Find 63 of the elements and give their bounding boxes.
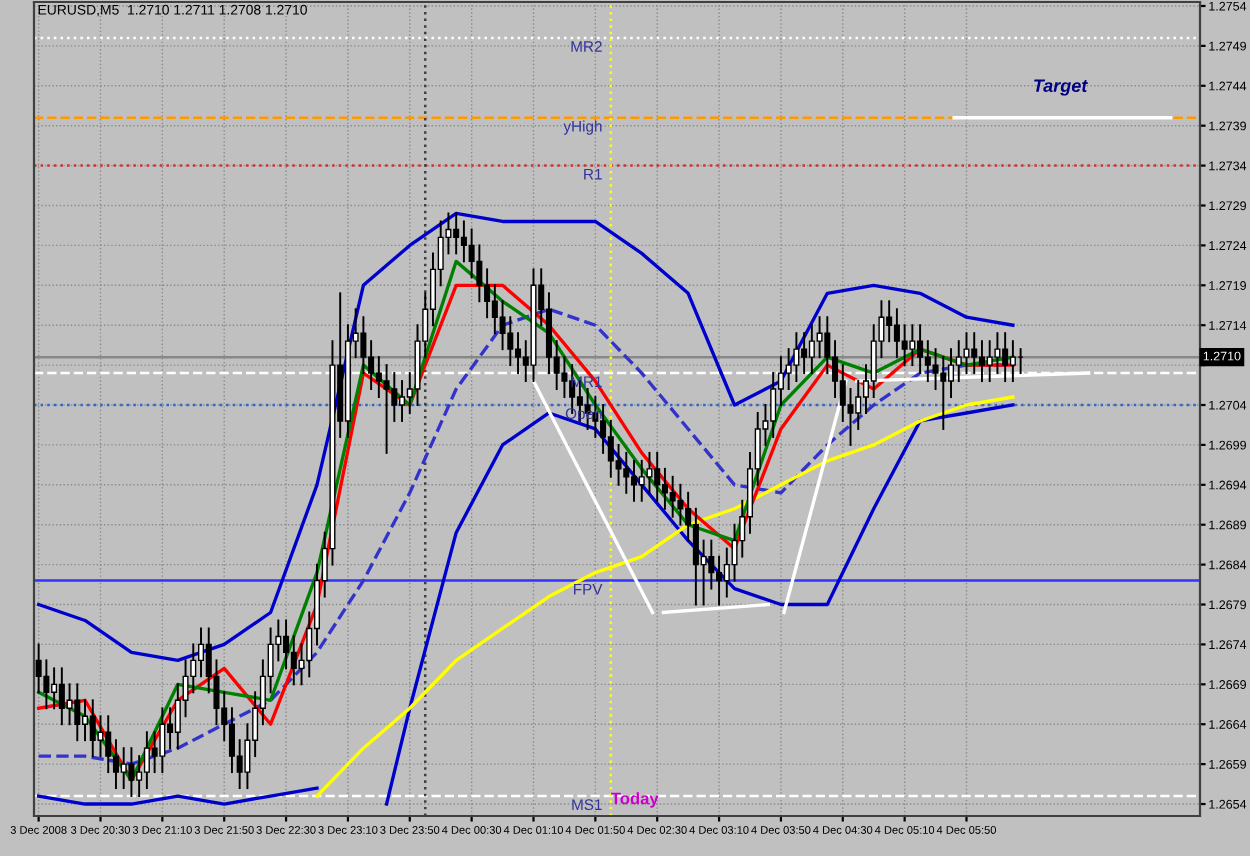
candlestick	[74, 683, 81, 742]
candlestick	[716, 555, 723, 606]
candlestick	[368, 340, 375, 391]
candlestick	[128, 747, 135, 798]
candlestick	[360, 316, 367, 375]
candlestick	[630, 459, 638, 502]
candlestick	[453, 212, 460, 255]
candlestick	[677, 483, 684, 526]
candlestick	[1002, 332, 1009, 383]
candlestick	[654, 451, 661, 502]
candlestick	[723, 547, 730, 598]
candlestick	[105, 715, 112, 774]
candlestick	[120, 747, 127, 790]
candlestick	[971, 332, 978, 375]
line-series	[36, 211, 1015, 663]
candlestick	[491, 284, 498, 335]
candlestick	[824, 316, 831, 375]
candlestick	[484, 268, 491, 319]
candlestick	[112, 739, 119, 790]
candlestick	[901, 324, 908, 367]
candlestick	[515, 332, 522, 375]
candlestick	[661, 467, 668, 510]
candlestick	[669, 475, 676, 518]
candlestick	[886, 300, 893, 343]
candlestick	[893, 308, 900, 359]
candlestick	[66, 683, 73, 726]
candlestick	[839, 364, 846, 422]
candlestick	[607, 420, 614, 478]
candlestick	[692, 507, 699, 606]
candlestick	[545, 292, 552, 375]
candlestick	[940, 356, 947, 430]
candlestick	[89, 699, 96, 758]
candlestick	[978, 340, 985, 383]
candlestick	[197, 627, 205, 678]
candlestick	[375, 356, 382, 398]
candlestick	[143, 731, 150, 790]
candlestick	[460, 220, 467, 263]
candlestick	[151, 731, 158, 774]
candlestick	[832, 340, 839, 398]
candlestick	[228, 707, 235, 774]
annotation: Target	[1034, 79, 1088, 96]
candlestick	[97, 715, 104, 758]
candlestick	[383, 364, 390, 454]
candlestick	[816, 316, 823, 359]
candlestick	[399, 380, 406, 422]
candlestick	[167, 707, 174, 750]
candlestick	[290, 635, 297, 686]
candlestick	[600, 404, 607, 454]
candlestick	[801, 332, 808, 375]
candlestick	[623, 451, 630, 494]
candlestick	[283, 619, 290, 670]
candlestick	[58, 667, 65, 726]
candlestick	[82, 699, 89, 742]
candlestick	[909, 324, 916, 367]
ref-line-label: Today	[611, 792, 659, 808]
candlestick	[159, 707, 166, 774]
candlestick	[174, 683, 181, 750]
candlestick	[646, 451, 653, 494]
candlestick	[51, 667, 58, 710]
candlestick	[615, 443, 622, 486]
candlestick	[638, 459, 645, 502]
candlestick	[924, 340, 931, 383]
candlestick	[917, 324, 924, 375]
